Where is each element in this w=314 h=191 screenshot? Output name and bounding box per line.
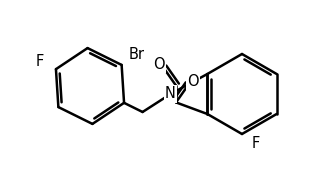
Text: F: F bbox=[35, 53, 44, 69]
Text: F: F bbox=[252, 137, 260, 151]
Text: N: N bbox=[165, 87, 176, 101]
Text: O: O bbox=[187, 74, 198, 89]
Text: O: O bbox=[154, 57, 165, 72]
Text: Br: Br bbox=[129, 47, 145, 62]
